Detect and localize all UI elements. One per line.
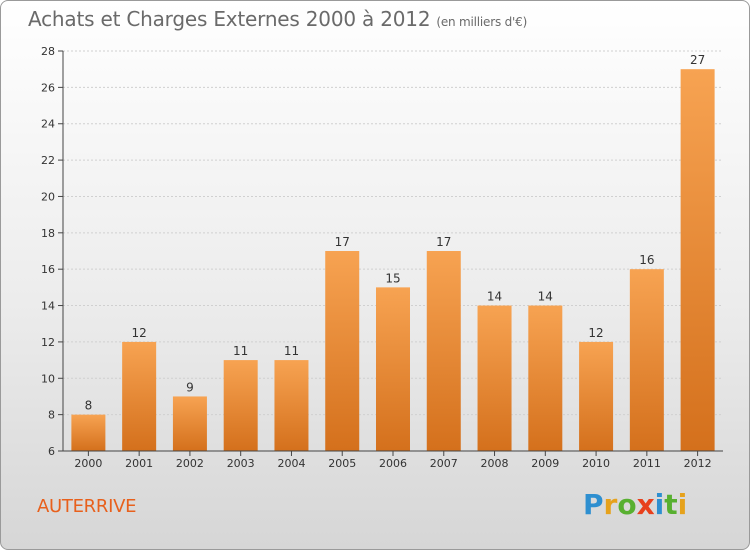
logo-letter: x xyxy=(636,488,655,521)
y-tick-label: 24 xyxy=(41,118,55,131)
bar[interactable] xyxy=(629,269,664,451)
x-tick-label: 2002 xyxy=(176,457,204,470)
chart-title-text: Achats et Charges Externes 2000 à 2012 xyxy=(28,7,431,31)
bar-value-label: 14 xyxy=(538,290,553,304)
x-tick-label: 2006 xyxy=(379,457,407,470)
bar-value-label: 14 xyxy=(487,290,502,304)
proxiti-logo[interactable]: Proxiti xyxy=(583,488,687,521)
bar[interactable] xyxy=(71,414,106,451)
chart-title: Achats et Charges Externes 2000 à 2012 (e… xyxy=(28,7,527,31)
y-tick-label: 14 xyxy=(41,300,55,313)
x-tick-label: 2005 xyxy=(328,457,356,470)
bar[interactable] xyxy=(579,341,614,451)
bar-value-label: 11 xyxy=(284,344,299,358)
x-tick-label: 2000 xyxy=(74,457,102,470)
x-tick-label: 2011 xyxy=(633,457,661,470)
y-tick-label: 6 xyxy=(48,445,55,458)
bar-value-label: 27 xyxy=(690,53,705,67)
y-tick-label: 10 xyxy=(41,372,55,385)
logo-letter: o xyxy=(617,488,637,521)
bar[interactable] xyxy=(477,305,512,451)
chart-subtitle: (en milliers d'€) xyxy=(436,15,528,29)
logo-letter: P xyxy=(583,488,604,521)
bar-value-label: 17 xyxy=(335,235,350,249)
bar[interactable] xyxy=(274,360,309,451)
x-tick-label: 2003 xyxy=(227,457,255,470)
logo-letter: r xyxy=(603,488,618,521)
bar[interactable] xyxy=(172,396,207,451)
bar[interactable] xyxy=(528,305,563,451)
logo-letter: i xyxy=(677,488,688,521)
bar[interactable] xyxy=(426,251,461,451)
bar-value-label: 12 xyxy=(132,326,147,340)
y-tick-label: 8 xyxy=(48,409,55,422)
bar-value-label: 9 xyxy=(186,380,194,394)
bar[interactable] xyxy=(680,69,715,451)
x-tick-label: 2001 xyxy=(125,457,153,470)
x-tick-label: 2009 xyxy=(531,457,559,470)
logo-letter: i xyxy=(654,488,665,521)
bar-value-label: 17 xyxy=(436,235,451,249)
bar-value-label: 16 xyxy=(639,253,654,267)
x-tick-label: 2007 xyxy=(430,457,458,470)
y-tick-label: 26 xyxy=(41,81,55,94)
x-tick-label: 2008 xyxy=(481,457,509,470)
bar[interactable] xyxy=(223,360,258,451)
bar-value-label: 8 xyxy=(85,399,93,413)
bar-value-label: 12 xyxy=(588,326,603,340)
bar[interactable] xyxy=(122,341,157,451)
y-tick-label: 28 xyxy=(41,45,55,58)
bar[interactable] xyxy=(325,251,360,451)
bar-value-label: 11 xyxy=(233,344,248,358)
y-tick-label: 20 xyxy=(41,190,55,203)
x-tick-label: 2010 xyxy=(582,457,610,470)
logo-letter: t xyxy=(664,488,678,521)
y-tick-label: 16 xyxy=(41,263,55,276)
y-tick-label: 18 xyxy=(41,227,55,240)
x-tick-label: 2012 xyxy=(684,457,712,470)
y-tick-label: 22 xyxy=(41,154,55,167)
location-label: AUTERRIVE xyxy=(37,496,137,517)
x-tick-label: 2004 xyxy=(277,457,305,470)
bar-value-label: 15 xyxy=(385,271,400,285)
bar[interactable] xyxy=(376,287,410,451)
y-tick-label: 12 xyxy=(41,336,55,349)
